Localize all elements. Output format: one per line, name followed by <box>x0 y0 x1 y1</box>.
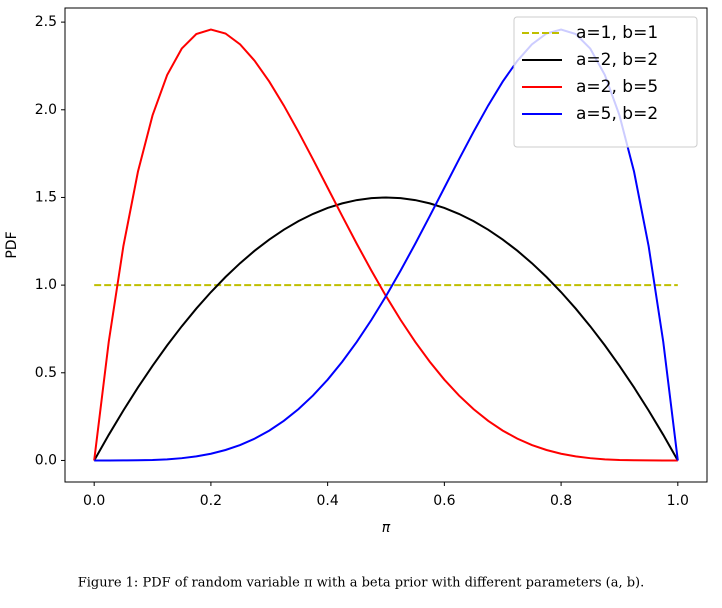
x-tick-label: 1.0 <box>667 493 689 509</box>
legend-label: a=5, b=2 <box>576 104 658 124</box>
legend-label: a=2, b=5 <box>576 77 658 97</box>
y-tick-label: 2.0 <box>35 102 57 118</box>
y-tick-label: 2.5 <box>35 14 57 30</box>
x-tick-label: 0.4 <box>317 493 339 509</box>
x-tick-label: 0.0 <box>83 493 105 509</box>
plot-frame <box>64 7 708 483</box>
x-tick-label: 0.8 <box>550 493 572 509</box>
legend-label: a=2, b=2 <box>576 50 658 70</box>
x-axis-label: π <box>382 520 391 536</box>
x-tick-label: 0.6 <box>433 493 455 509</box>
legend: a=1, b=1 a=2, b=2 a=2, b=5 a=5, b=2 <box>513 16 698 148</box>
caption: Figure 1: PDF of random variable π with … <box>78 576 644 591</box>
y-axis-label: PDF <box>4 231 20 258</box>
x-tick-label: 0.2 <box>200 493 222 509</box>
y-tick-label: 0.5 <box>35 365 57 381</box>
y-tick-label: 0.0 <box>35 452 57 468</box>
y-tick-label: 1.5 <box>35 189 57 205</box>
y-tick-label: 1.0 <box>35 277 57 293</box>
legend-label: a=1, b=1 <box>576 23 658 43</box>
series-line <box>93 196 679 461</box>
